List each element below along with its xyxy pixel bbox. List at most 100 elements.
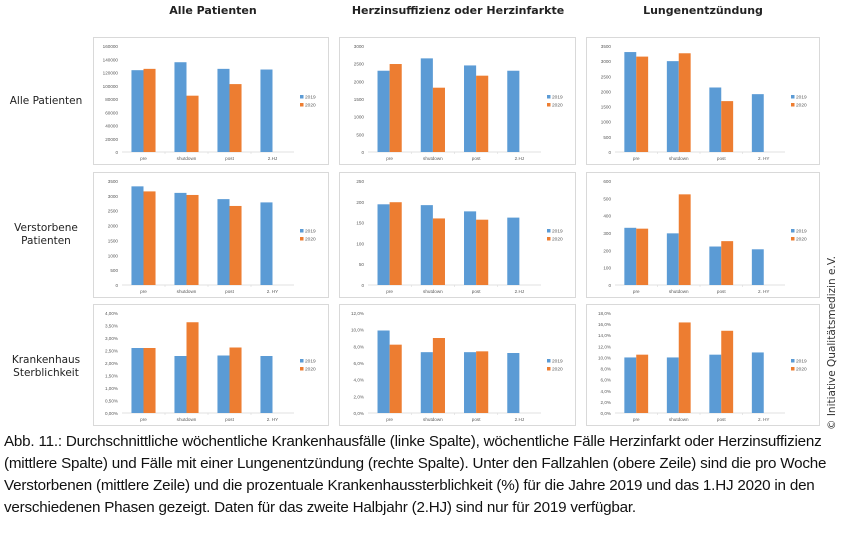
y-tick-label: 150	[356, 221, 364, 226]
bar-2019-2hy	[260, 356, 272, 413]
bar-2020-post	[230, 206, 242, 285]
y-tick-label: 3000	[108, 194, 119, 199]
chart-tote-lunge: 0 100 200 300 400 500 600 pre shutdown post 2. HY 2…	[586, 172, 820, 298]
y-tick-label: 2,50%	[105, 349, 118, 354]
row-title-verstorbene: Verstorbene Patienten	[0, 222, 92, 248]
bar-2019-shutdown	[667, 357, 679, 413]
bar-2019-shutdown	[667, 61, 679, 152]
x-tick-label: shutdown	[177, 156, 197, 161]
bar-2019-shutdown	[174, 193, 186, 285]
bar-2020-post	[476, 76, 488, 152]
y-tick-label: 2000	[108, 224, 119, 229]
bar-2019-pre	[131, 348, 143, 413]
x-tick-label: pre	[386, 417, 393, 422]
y-tick-label: 4,0%	[354, 378, 364, 383]
bar-2020-shutdown	[679, 53, 691, 152]
x-tick-label: post	[225, 156, 234, 161]
legend-label-2020: 2020	[552, 102, 563, 108]
legend-label-2019: 2019	[796, 358, 807, 364]
row-title-line: Krankenhaus	[0, 354, 92, 367]
legend-swatch-2020	[791, 237, 795, 241]
x-tick-label: post	[472, 289, 481, 294]
bar-2019-2hy	[752, 352, 764, 413]
y-tick-label: 200	[603, 248, 611, 253]
bar-2019-post	[217, 199, 229, 285]
y-tick-label: 0,0%	[354, 411, 364, 416]
chart-faelle-alle: 0 20000 40000 60000 80000 100000 120000 140000 1…	[93, 37, 329, 165]
x-tick-label: 2.HJ	[268, 156, 277, 161]
legend-swatch-2019	[547, 95, 551, 99]
bar-2019-post	[709, 355, 721, 413]
y-tick-label: 2500	[108, 209, 119, 214]
chart-svg: 0 50 100 150 200 250 pre shutdown post 2.HJ 2019 20…	[340, 173, 577, 299]
y-tick-label: 80000	[105, 97, 118, 102]
legend-swatch-2020	[547, 103, 551, 107]
legend-label-2020: 2020	[305, 236, 316, 242]
y-tick-label: 6,0%	[354, 361, 364, 366]
bar-2019-pre	[624, 52, 636, 152]
bar-2019-post	[709, 87, 721, 152]
x-tick-label: post	[717, 156, 726, 161]
chart-svg: 0 500 1000 1500 2000 2500 3000 3500 pre shutdown p…	[94, 173, 330, 299]
legend-label-2019: 2019	[796, 94, 807, 100]
bar-2020-shutdown	[433, 218, 445, 285]
chart-tote-herz: 0 50 100 150 200 250 pre shutdown post 2.HJ 2019 20…	[339, 172, 576, 298]
legend-label-2020: 2020	[305, 366, 316, 372]
legend-label-2020: 2020	[796, 236, 807, 242]
y-tick-label: 18,0%	[598, 311, 611, 316]
x-tick-label: post	[717, 417, 726, 422]
copyright-notice: © Initiative Qualitätsmedizin e.V.	[826, 256, 838, 430]
legend-swatch-2019	[791, 359, 795, 363]
chart-tote-alle: 0 500 1000 1500 2000 2500 3000 3500 pre shutdown p…	[93, 172, 329, 298]
legend-label-2019: 2019	[552, 94, 563, 100]
bar-2020-post	[721, 101, 733, 152]
y-tick-label: 500	[603, 135, 611, 140]
bar-2020-shutdown	[433, 88, 445, 152]
bar-2019-shutdown	[174, 356, 186, 413]
y-tick-label: 500	[110, 268, 118, 273]
y-tick-label: 2500	[601, 74, 612, 79]
x-tick-label: post	[717, 289, 726, 294]
x-tick-label: post	[472, 156, 481, 161]
chart-faelle-herz: 0 500 1000 1500 2000 2500 3000 pre shutdown post 2…	[339, 37, 576, 165]
legend-swatch-2020	[300, 237, 304, 241]
x-tick-label: shutdown	[669, 417, 689, 422]
y-tick-label: 50	[359, 262, 365, 267]
bar-2019-shutdown	[174, 62, 186, 152]
bar-2020-pre	[390, 345, 402, 413]
column-title-alle-patienten: Alle Patienten	[93, 4, 333, 17]
bar-2019-2hy	[260, 202, 272, 285]
y-tick-label: 4,00%	[105, 311, 118, 316]
legend-label-2020: 2020	[796, 366, 807, 372]
y-tick-label: 3500	[601, 44, 612, 49]
legend-label-2019: 2019	[305, 358, 316, 364]
bar-2020-post	[476, 220, 488, 285]
bar-2019-2hy	[752, 94, 764, 152]
bar-2020-post	[721, 331, 733, 413]
bar-2019-pre	[624, 357, 636, 413]
x-tick-label: post	[225, 417, 234, 422]
bar-2019-2hj	[507, 71, 519, 152]
bar-2020-shutdown	[679, 322, 691, 413]
bar-2019-post	[464, 352, 476, 413]
y-tick-label: 0	[115, 283, 118, 288]
bar-2019-pre	[131, 186, 143, 285]
y-tick-label: 3,00%	[105, 336, 118, 341]
y-tick-label: 200	[356, 200, 364, 205]
bar-2019-2hj	[260, 70, 272, 152]
y-tick-label: 100000	[103, 84, 119, 89]
bar-2019-post	[709, 247, 721, 285]
y-tick-label: 12,0%	[351, 311, 364, 316]
y-tick-label: 20000	[105, 137, 118, 142]
y-tick-label: 3000	[354, 44, 365, 49]
y-tick-label: 3000	[601, 59, 612, 64]
y-tick-label: 1,00%	[105, 386, 118, 391]
y-tick-label: 0	[115, 150, 118, 155]
column-title-herz: Herzinsuffizienz oder Herzinfarkte	[338, 4, 578, 17]
row-title-line: Patienten	[0, 235, 92, 248]
bar-2019-2hy	[752, 249, 764, 285]
y-tick-label: 1000	[108, 253, 119, 258]
bar-2019-pre	[624, 228, 636, 285]
y-tick-label: 6,0%	[601, 378, 611, 383]
y-tick-label: 250	[356, 179, 364, 184]
